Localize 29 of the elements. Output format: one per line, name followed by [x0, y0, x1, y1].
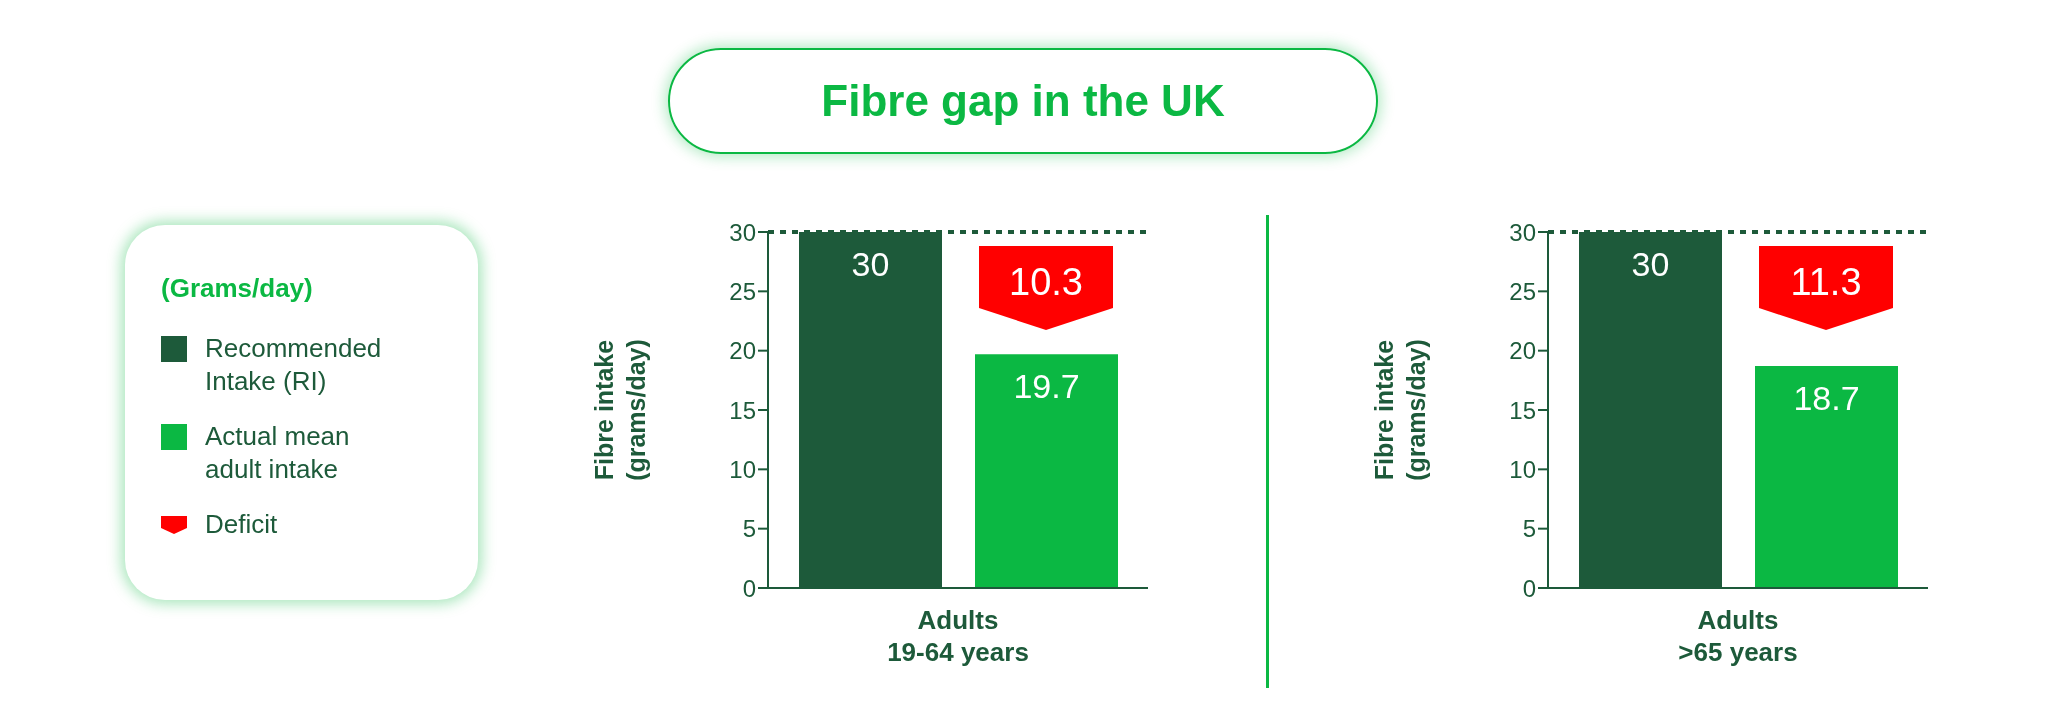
y-tick-label: 20: [729, 337, 756, 365]
data-label: 30: [851, 245, 890, 284]
x-axis-title: Adults >65 years: [1677, 604, 1799, 668]
y-tick-label: 25: [729, 277, 756, 305]
legend-title: (Grams/day): [161, 273, 314, 304]
data-label: 30: [1631, 245, 1670, 284]
legend-label: Recommended Intake (RI): [205, 332, 383, 398]
legend-label: Actual mean adult intake: [205, 420, 351, 486]
legend-label: Deficit: [205, 508, 279, 541]
y-tick-label: 0: [1522, 574, 1536, 602]
data-label: 19.7: [1013, 367, 1080, 406]
y-tick-label: 15: [1509, 396, 1536, 424]
y-tick-label: 20: [1509, 337, 1536, 365]
x-axis-title: Adults 19-64 years: [886, 604, 1030, 668]
y-tick-label: 5: [742, 515, 756, 543]
y-tick-label: 5: [1522, 515, 1536, 543]
y-axis-title: Fibre intake (grams/day): [589, 339, 651, 481]
chart-title: Fibre gap in the UK: [668, 48, 1378, 154]
y-tick-label: 15: [729, 396, 756, 424]
y-tick-label: 30: [1509, 218, 1536, 246]
y-tick-label: 0: [742, 574, 756, 602]
y-tick-label: 25: [1509, 277, 1536, 305]
y-tick-label: 30: [729, 218, 756, 246]
annotation: 11.3: [1789, 260, 1863, 304]
annotation: 10.3: [1008, 260, 1084, 304]
y-axis-title: Fibre intake (grams/day): [1369, 339, 1431, 481]
data-label: 18.7: [1793, 379, 1860, 418]
y-tick-label: 10: [1509, 455, 1536, 483]
y-tick-label: 10: [729, 455, 756, 483]
